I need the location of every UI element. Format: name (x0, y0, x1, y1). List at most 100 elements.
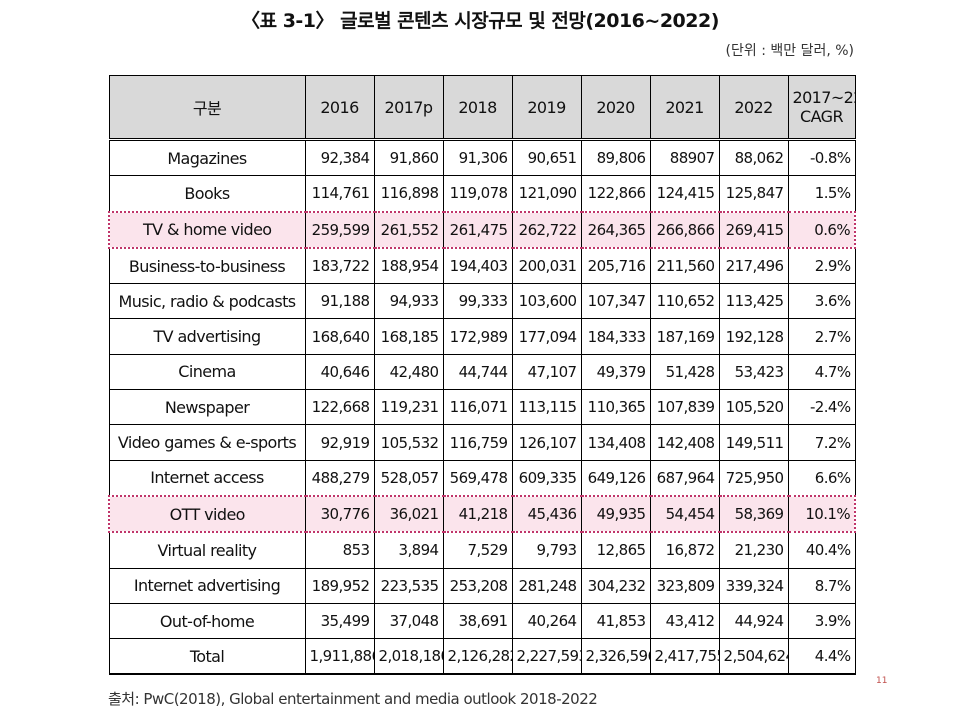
value-cell: 122,866 (580, 175, 651, 213)
table-row: Books 114,761 116,898 119,078 121,090 122,866… (108, 175, 856, 213)
cagr-cell: 40.4% (787, 531, 856, 569)
value-cell: 88907 (649, 137, 720, 177)
value-cell: 189,952 (304, 567, 375, 604)
value-cell: 183,722 (304, 247, 375, 285)
header-cell: 2017~22 CAGR (787, 75, 856, 140)
value-cell: 114,761 (304, 175, 375, 213)
table-row: Cinema 40,646 42,480 44,744 47,107 49,379 51,4… (108, 353, 856, 391)
value-cell: 88,062 (718, 137, 789, 177)
value-cell: 184,333 (580, 318, 651, 355)
cagr-cell: -0.8% (787, 137, 856, 177)
value-cell: 264,365 (580, 210, 651, 249)
value-cell: 262,722 (511, 210, 582, 249)
value-cell: 122,668 (304, 389, 375, 426)
row-label: Newspaper (108, 389, 306, 426)
value-cell: 142,408 (649, 424, 720, 461)
value-cell: 649,126 (580, 459, 651, 497)
value-cell: 192,128 (718, 318, 789, 355)
value-cell: 49,935 (580, 494, 651, 534)
value-cell: 7,529 (442, 531, 513, 569)
value-cell: 2,504,624 (718, 638, 789, 676)
row-label: TV & home video (108, 210, 306, 249)
value-cell: 40,646 (304, 353, 375, 391)
value-cell: 107,839 (649, 389, 720, 426)
value-cell: 259,599 (304, 210, 375, 249)
cagr-cell: 6.6% (787, 459, 856, 497)
cagr-cell: 10.1% (787, 494, 856, 534)
value-cell: 91,188 (304, 283, 375, 320)
cagr-cell: 4.4% (787, 638, 856, 676)
value-cell: 21,230 (718, 531, 789, 569)
value-cell: 116,759 (442, 424, 513, 461)
table-row: Internet access 488,279 528,057 569,478 609,… (108, 459, 856, 497)
source-note: 출처: PwC(2018), Global entertainment and … (108, 690, 598, 708)
value-cell: 40,264 (511, 602, 582, 640)
table-row: OTT video 30,776 36,021 41,218 45,436 49,935 5… (108, 494, 856, 534)
value-cell: 488,279 (304, 459, 375, 497)
value-cell: 339,324 (718, 567, 789, 604)
value-cell: 41,853 (580, 602, 651, 640)
value-cell: 36,021 (373, 494, 444, 534)
value-cell: 91,860 (373, 137, 444, 177)
value-cell: 43,412 (649, 602, 720, 640)
cagr-cell: 4.7% (787, 353, 856, 391)
header-cell: 2022 (718, 75, 789, 140)
table-row: Internet advertising 189,952 223,535 253,20… (108, 567, 856, 604)
value-cell: 113,425 (718, 283, 789, 320)
value-cell: 200,031 (511, 247, 582, 285)
value-cell: 253,208 (442, 567, 513, 604)
value-cell: 110,365 (580, 389, 651, 426)
value-cell: 177,094 (511, 318, 582, 355)
table-row: TV & home video 259,599 261,552 261,475 262,… (108, 210, 856, 249)
value-cell: 116,071 (442, 389, 513, 426)
value-cell: 687,964 (649, 459, 720, 497)
value-cell: 110,652 (649, 283, 720, 320)
value-cell: 261,552 (373, 210, 444, 249)
header-cell-category: 구분 (108, 75, 306, 140)
cagr-cell: 2.7% (787, 318, 856, 355)
value-cell: 124,415 (649, 175, 720, 213)
value-cell: 12,865 (580, 531, 651, 569)
row-label: Internet access (108, 459, 306, 497)
value-cell: 853 (304, 531, 375, 569)
row-label: Books (108, 175, 306, 213)
value-cell: 58,369 (718, 494, 789, 534)
table-row: Out-of-home 35,499 37,048 38,691 40,264 41,85… (108, 602, 856, 640)
value-cell: 2,018,180 (373, 638, 444, 676)
cagr-cell: 0.6% (787, 210, 856, 249)
value-cell: 168,640 (304, 318, 375, 355)
value-cell: 47,107 (511, 353, 582, 391)
value-cell: 99,333 (442, 283, 513, 320)
value-cell: 168,185 (373, 318, 444, 355)
value-cell: 105,532 (373, 424, 444, 461)
value-cell: 45,436 (511, 494, 582, 534)
value-cell: 44,744 (442, 353, 513, 391)
value-cell: 1,911,886 (304, 638, 375, 676)
value-cell: 2,417,755 (649, 638, 720, 676)
header-cell: 2021 (649, 75, 720, 140)
header-cell: 2018 (442, 75, 513, 140)
row-label: Video games & e-sports (108, 424, 306, 461)
value-cell: 126,107 (511, 424, 582, 461)
table-row: Magazines 92,384 91,860 91,306 90,651 89,806 8… (108, 137, 856, 177)
total-row: Total 1,911,886 2,018,180 2,126,282 2,227,59… (108, 638, 856, 676)
table-row: Virtual reality 853 3,894 7,529 9,793 12,865 1… (108, 531, 856, 569)
value-cell: 49,379 (580, 353, 651, 391)
value-cell: 42,480 (373, 353, 444, 391)
value-cell: 217,496 (718, 247, 789, 285)
row-label: Cinema (108, 353, 306, 391)
value-cell: 3,894 (373, 531, 444, 569)
value-cell: 38,691 (442, 602, 513, 640)
value-cell: 35,499 (304, 602, 375, 640)
value-cell: 53,423 (718, 353, 789, 391)
table-row: Video games & e-sports 92,919 105,532 116,7… (108, 424, 856, 461)
value-cell: 187,169 (649, 318, 720, 355)
value-cell: 149,511 (718, 424, 789, 461)
value-cell: 528,057 (373, 459, 444, 497)
cagr-cell: 8.7% (787, 567, 856, 604)
page-number: 11 (876, 676, 888, 686)
value-cell: 205,716 (580, 247, 651, 285)
table-row: Music, radio & podcasts 91,188 94,933 99,33… (108, 283, 856, 320)
value-cell: 172,989 (442, 318, 513, 355)
table-row: Newspaper 122,668 119,231 116,071 113,115 110… (108, 389, 856, 426)
